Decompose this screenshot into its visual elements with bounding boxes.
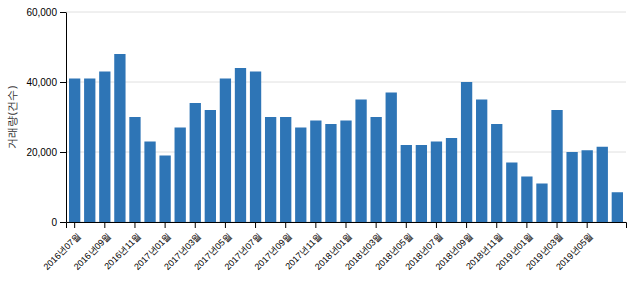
bar (190, 103, 201, 222)
bar (99, 72, 110, 223)
y-axis-title: 거래량(건수) (6, 85, 19, 149)
x-axis-line (67, 223, 627, 229)
bar (69, 79, 80, 223)
bar (551, 110, 562, 222)
y-tick-mark (60, 222, 66, 223)
bar (235, 68, 246, 222)
x-tick-mark (436, 222, 437, 228)
x-tick-mark (74, 222, 75, 228)
bar (220, 79, 231, 223)
bar (416, 145, 427, 222)
x-tick-mark (557, 222, 558, 228)
bar (446, 138, 457, 222)
bar (566, 152, 577, 222)
bar (612, 192, 623, 222)
x-tick: 2019년05월 (554, 222, 595, 272)
bar (506, 163, 517, 223)
bars (69, 54, 623, 222)
bar (521, 177, 532, 223)
bar (340, 121, 351, 223)
x-tick-mark (195, 222, 196, 228)
x-tick-mark (346, 222, 347, 228)
bar (84, 79, 95, 223)
y-tick: 0 (51, 217, 66, 228)
bar (129, 117, 140, 222)
x-tick-mark (134, 222, 135, 228)
y-tick-label: 0 (51, 217, 57, 228)
grid-line (66, 82, 626, 83)
bar (370, 117, 381, 222)
x-tick-mark (466, 222, 467, 228)
x-tick-mark (225, 222, 226, 228)
y-tick-mark (60, 82, 66, 83)
bar (280, 117, 291, 222)
bar (114, 54, 125, 222)
bar (355, 100, 366, 223)
y-tick-mark (60, 12, 66, 13)
bar (536, 184, 547, 223)
x-tick-mark (255, 222, 256, 228)
bar (386, 93, 397, 223)
chart: 2016년07월2016년09월2016년11월2017년01월2017년03월… (0, 0, 640, 294)
bar (175, 128, 186, 223)
bar (265, 117, 276, 222)
plot: 2016년07월2016년09월2016년11월2017년01월2017년03월… (26, 7, 626, 272)
y-tick-label: 60,000 (26, 7, 57, 18)
bar (401, 145, 412, 222)
bar (476, 100, 487, 223)
y-tick-mark (60, 152, 66, 153)
x-tick-label: 2019년05월 (554, 231, 595, 272)
y-tick-label: 40,000 (26, 77, 57, 88)
y-tick: 60,000 (26, 7, 66, 18)
y-tick-label: 20,000 (26, 147, 57, 158)
x-tick-mark (587, 222, 588, 228)
x-axis: 2016년07월2016년09월2016년11월2017년01월2017년03월… (42, 222, 627, 272)
bar (461, 82, 472, 222)
x-tick-mark (165, 222, 166, 228)
grid-line (66, 12, 626, 13)
y-tick: 40,000 (26, 77, 66, 88)
x-tick-mark (315, 222, 316, 228)
bar (582, 150, 593, 222)
y-axis: 0 20,000 40,000 60,000 (26, 7, 66, 228)
x-tick-mark (406, 222, 407, 228)
bar (325, 124, 336, 222)
bar (431, 142, 442, 223)
x-tick-mark (376, 222, 377, 228)
bar (250, 72, 261, 223)
y-axis-line (66, 13, 67, 223)
x-tick-mark (285, 222, 286, 228)
bar (310, 121, 321, 223)
bar (295, 128, 306, 223)
y-tick: 20,000 (26, 147, 66, 158)
bar (144, 142, 155, 223)
bar (159, 156, 170, 223)
x-tick-mark (104, 222, 105, 228)
bar (205, 110, 216, 222)
x-tick-mark (496, 222, 497, 228)
x-tick-mark (526, 222, 527, 228)
grid (66, 12, 626, 222)
bar (491, 124, 502, 222)
bar (597, 147, 608, 222)
